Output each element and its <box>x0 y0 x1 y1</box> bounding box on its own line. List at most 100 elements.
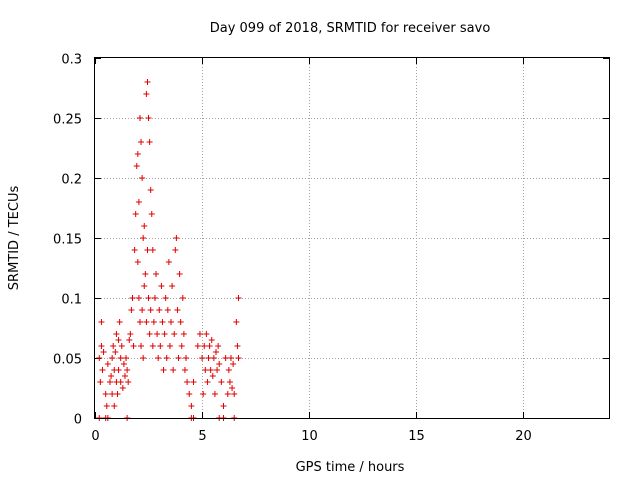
data-point <box>113 331 120 337</box>
data-point <box>184 379 191 385</box>
data-point <box>225 367 232 373</box>
data-point <box>120 361 127 367</box>
data-point <box>180 331 187 337</box>
data-point <box>186 391 193 397</box>
data-point <box>118 343 125 349</box>
data-point <box>145 115 152 121</box>
y-tick-label: 0.3 <box>61 53 82 68</box>
data-point <box>205 355 212 361</box>
data-point <box>98 319 105 325</box>
y-tick-label: 0 <box>74 413 82 428</box>
data-point <box>149 247 156 253</box>
data-point <box>127 331 134 337</box>
data-point <box>143 91 150 97</box>
plot-frame <box>94 57 610 419</box>
data-point <box>157 343 164 349</box>
data-point <box>179 295 186 301</box>
data-point <box>106 379 113 385</box>
data-point <box>134 151 141 157</box>
data-point <box>116 319 123 325</box>
chart-title: Day 099 of 2018, SRMTID for receiver sav… <box>210 21 491 36</box>
data-point <box>153 271 160 277</box>
data-point <box>110 343 117 349</box>
data-point <box>190 379 197 385</box>
data-point <box>140 235 147 241</box>
data-point <box>200 391 207 397</box>
data-point <box>174 307 181 313</box>
data-point <box>100 349 107 355</box>
x-axis-label: GPS time / hours <box>296 460 405 475</box>
data-point <box>109 355 116 361</box>
data-point <box>201 343 208 349</box>
data-point <box>220 403 227 409</box>
data-point <box>123 355 130 361</box>
data-point <box>115 367 122 373</box>
data-point <box>196 331 203 337</box>
data-point <box>224 391 231 397</box>
data-point <box>226 379 233 385</box>
y-axis-label: SRMTID / TECUs <box>7 186 22 291</box>
data-point <box>199 355 206 361</box>
y-tick-label: 0.1 <box>61 293 82 308</box>
data-point <box>108 373 115 379</box>
data-point <box>231 391 238 397</box>
data-point <box>126 337 133 343</box>
data-point <box>178 343 185 349</box>
data-point <box>234 343 241 349</box>
data-point <box>109 391 116 397</box>
data-point <box>138 343 145 349</box>
data-point <box>207 367 214 373</box>
data-point <box>229 385 236 391</box>
grid-lines <box>95 58 609 418</box>
data-point <box>139 175 146 181</box>
data-point <box>175 355 182 361</box>
data-point <box>139 307 146 313</box>
data-point <box>142 271 149 277</box>
data-point <box>121 373 128 379</box>
data-point <box>145 295 152 301</box>
data-point <box>146 139 153 145</box>
data-point <box>103 403 110 409</box>
data-point <box>128 307 135 313</box>
data-point <box>202 367 209 373</box>
data-point <box>134 259 141 265</box>
data-point <box>141 223 148 229</box>
data-point <box>166 343 173 349</box>
data-point <box>161 331 168 337</box>
data-point <box>104 361 111 367</box>
data-point <box>172 247 179 253</box>
data-point <box>211 391 218 397</box>
data-point <box>143 319 150 325</box>
data-point <box>163 355 170 361</box>
data-point <box>111 403 118 409</box>
data-point <box>183 355 190 361</box>
data-point <box>147 187 154 193</box>
data-point <box>146 331 153 337</box>
y-tick-label: 0.05 <box>53 353 82 368</box>
data-point <box>149 343 156 349</box>
data-point <box>130 343 137 349</box>
data-point <box>181 367 188 373</box>
y-tick-label: 0.25 <box>53 113 82 128</box>
tick-labels: 0 5 10 15 20 0 0.05 0.1 0.15 0.2 0.25 0.3 <box>53 53 532 445</box>
y-tick-label: 0.2 <box>61 173 82 188</box>
data-point <box>117 379 124 385</box>
data-point <box>102 391 109 397</box>
data-points <box>96 79 242 421</box>
data-point <box>210 355 217 361</box>
data-point <box>155 355 162 361</box>
data-point <box>132 211 139 217</box>
data-point <box>124 367 131 373</box>
data-point <box>135 295 142 301</box>
data-point <box>150 319 157 325</box>
data-point <box>215 343 222 349</box>
data-point <box>144 247 151 253</box>
data-point <box>129 295 136 301</box>
data-point <box>115 337 122 343</box>
data-point <box>162 295 169 301</box>
data-point <box>216 361 223 367</box>
data-point <box>99 367 106 373</box>
data-point <box>164 307 171 313</box>
data-point <box>235 355 242 361</box>
